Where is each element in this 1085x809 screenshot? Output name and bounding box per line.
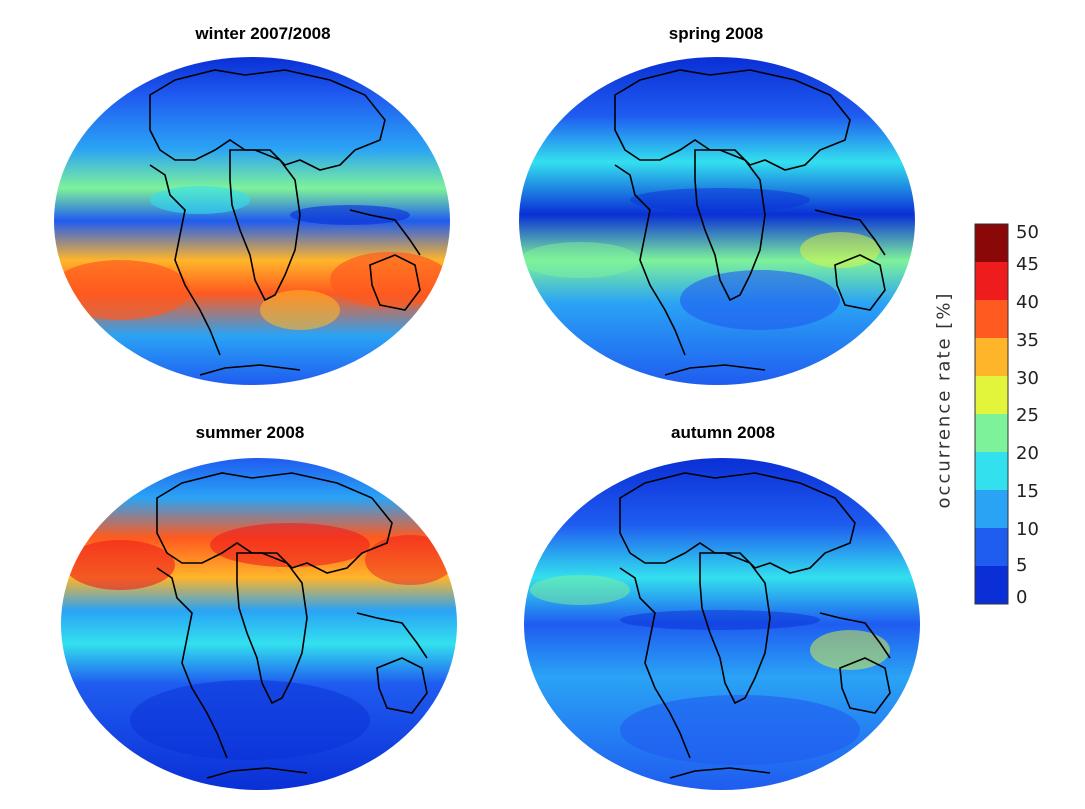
colorbar <box>974 223 1009 605</box>
colorbar-tick-35: 35 <box>1016 330 1039 351</box>
colorbar-bin <box>975 566 1008 604</box>
colorbar-frame <box>974 223 1009 605</box>
map-panel-autumn <box>524 458 920 790</box>
panel-title-winter: winter 2007/2008 <box>195 24 331 43</box>
colorbar-bin <box>975 414 1008 452</box>
field-blobs-summer <box>65 523 455 760</box>
map-panel-spring <box>519 57 915 385</box>
panel-title-autumn: autumn 2008 <box>671 423 775 442</box>
colorbar-tick-10: 10 <box>1016 519 1039 540</box>
colorbar-tick-5: 5 <box>1016 555 1028 576</box>
panel-title-summer: summer 2008 <box>195 423 305 442</box>
coastlines-winter <box>149 69 421 376</box>
globe-spring <box>519 57 915 385</box>
coastlines-spring <box>614 69 886 376</box>
colorbar-tick-30: 30 <box>1016 368 1039 389</box>
field-blobs-spring <box>520 188 880 330</box>
coastlines-summer <box>156 472 428 779</box>
colorbar-bin <box>975 224 1008 262</box>
panel-title-spring: spring 2008 <box>668 24 764 43</box>
colorbar-bin <box>975 262 1008 300</box>
colorbar-tick-45: 45 <box>1016 254 1039 275</box>
colorbar-tick-50: 50 <box>1016 222 1039 243</box>
coastlines-autumn <box>619 472 891 779</box>
map-panel-summer <box>61 458 457 790</box>
colorbar-bin <box>975 452 1008 490</box>
colorbar-bin <box>975 338 1008 376</box>
colorbar-tick-0: 0 <box>1016 587 1028 608</box>
colorbar-tick-15: 15 <box>1016 481 1039 502</box>
colorbar-bin <box>975 490 1008 528</box>
field-blobs-winter <box>54 186 450 330</box>
colorbar-bin <box>975 376 1008 414</box>
map-panel-winter <box>54 57 450 385</box>
colorbar-bin <box>975 300 1008 338</box>
colorbar-bin <box>975 528 1008 566</box>
colorbar-tick-25: 25 <box>1016 405 1039 426</box>
colorbar-tick-20: 20 <box>1016 443 1039 464</box>
colorbar-title: occurrence rate [%] <box>933 291 955 509</box>
colorbar-tick-40: 40 <box>1016 292 1039 313</box>
